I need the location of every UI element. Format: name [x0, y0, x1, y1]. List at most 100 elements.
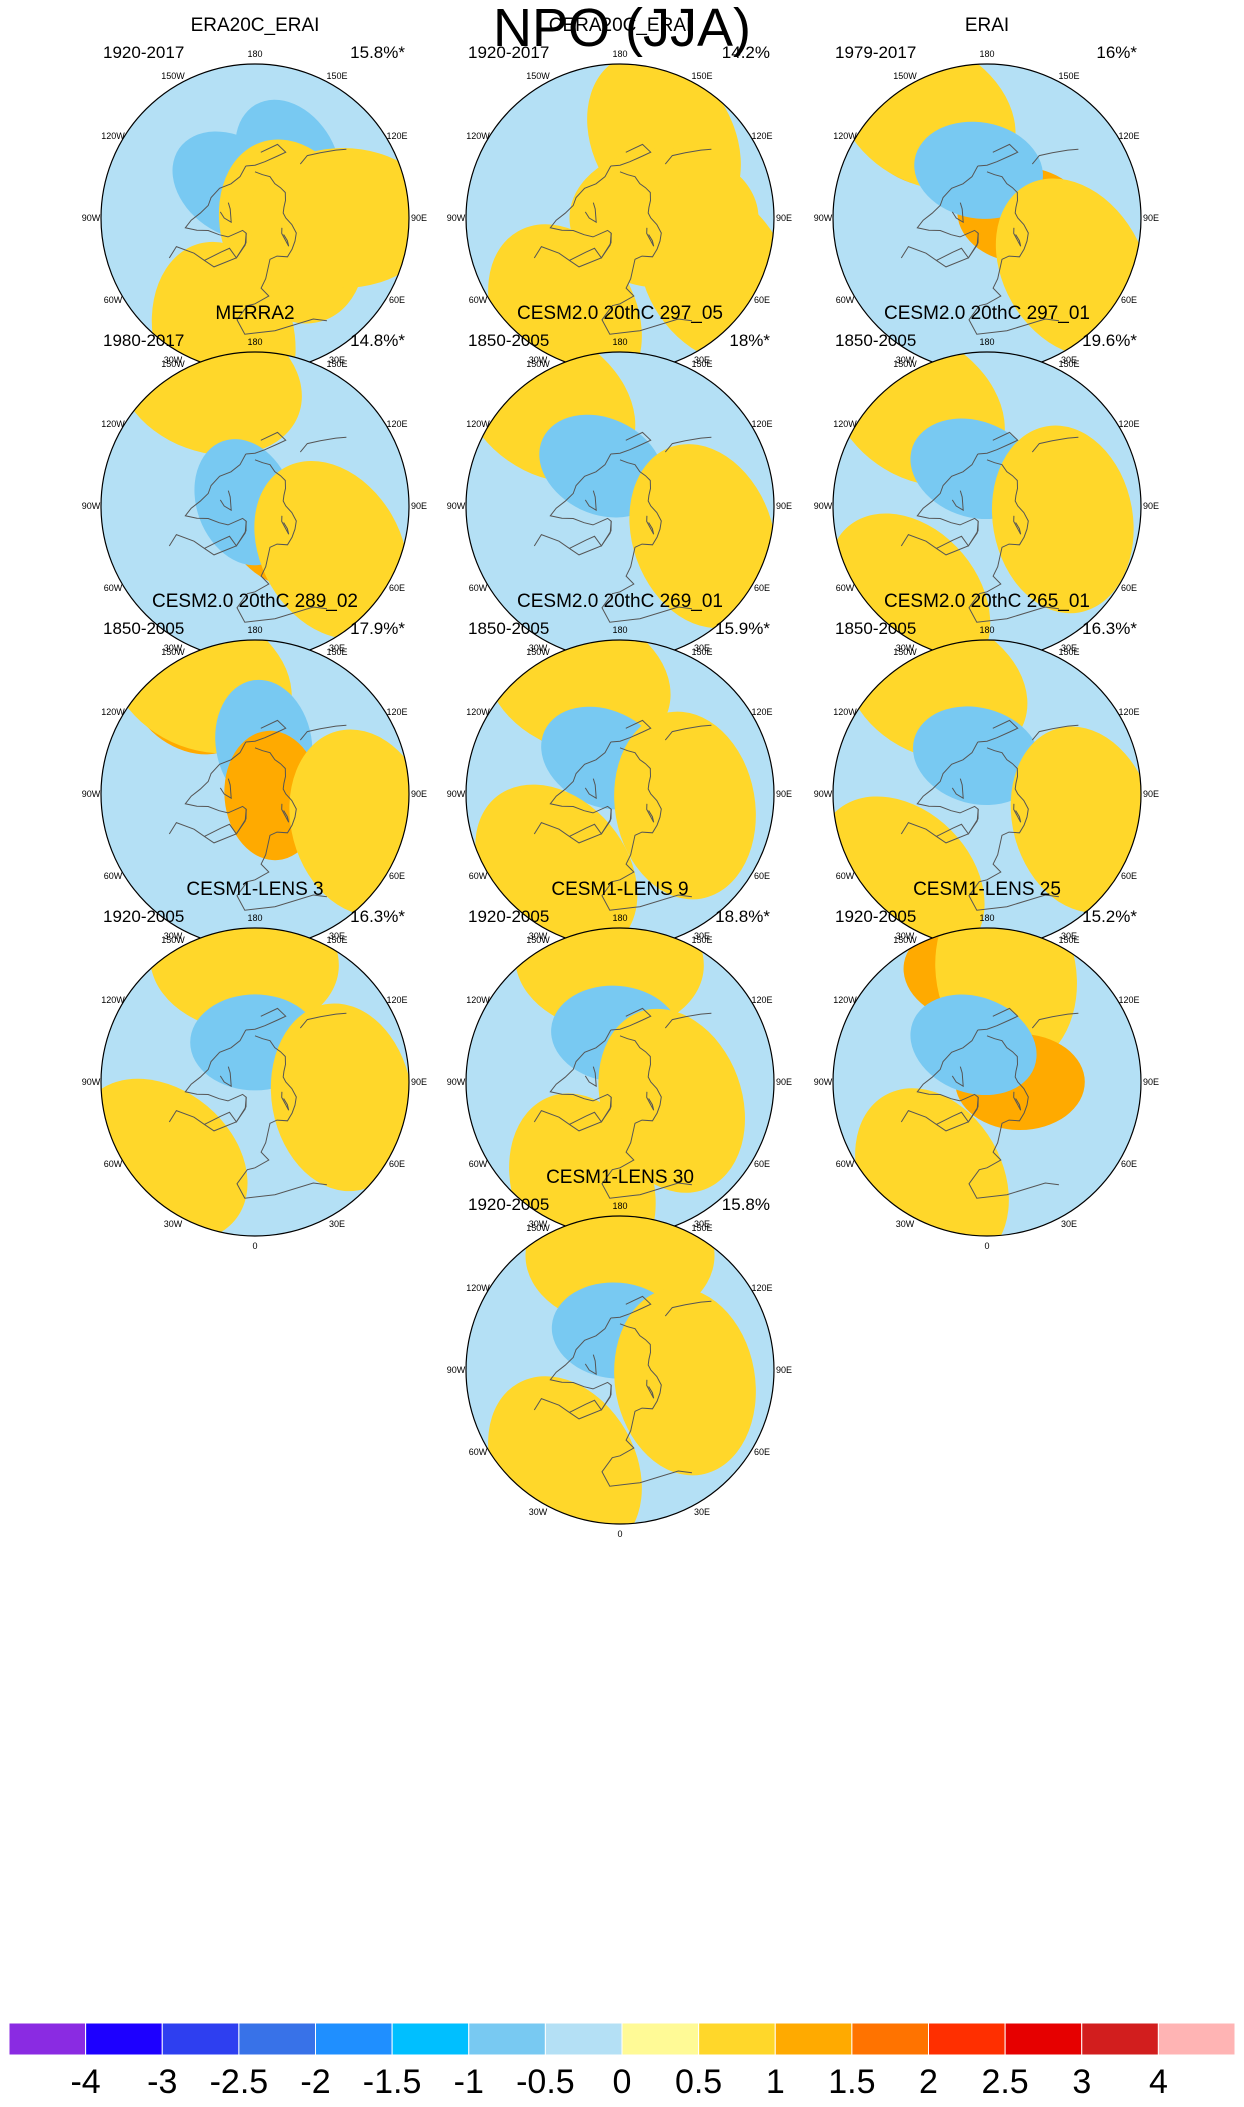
longitude-label: 60W	[469, 1447, 488, 1457]
longitude-label: 60E	[754, 1159, 770, 1169]
colorbar-label: 3	[1072, 2063, 1091, 2101]
longitude-label: 150E	[326, 359, 347, 369]
coastline	[601, 747, 692, 911]
longitude-label: 150W	[893, 71, 917, 81]
coastline	[601, 459, 692, 623]
longitude-label: 90W	[447, 789, 466, 799]
longitude-label: 150E	[1058, 359, 1079, 369]
longitude-label: 30W	[529, 643, 548, 653]
coastline	[664, 1012, 712, 1029]
longitude-label: 30W	[529, 1219, 548, 1229]
coastline	[951, 1066, 964, 1088]
longitude-label: 120E	[386, 995, 407, 1005]
coastline	[951, 202, 964, 224]
coastlines	[900, 143, 1079, 335]
longitude-label: 150W	[526, 71, 550, 81]
panel-title: MERRA2	[215, 303, 294, 324]
coastline	[236, 171, 327, 335]
coastline	[168, 453, 247, 556]
longitude-label: 120W	[833, 131, 857, 141]
panel-period: 1850-2005	[468, 619, 549, 638]
anomaly-region	[614, 711, 756, 900]
longitude-label: 90W	[447, 501, 466, 511]
coastlines	[533, 143, 712, 335]
colorbar-label: 2.5	[981, 2063, 1028, 2101]
longitude-label: 60W	[104, 295, 123, 305]
coastline	[299, 436, 347, 453]
coastlines	[900, 1007, 1079, 1199]
colorbar-label: -3	[147, 2063, 177, 2101]
longitude-label: 30E	[329, 1219, 345, 1229]
panel-variance: 14.2%	[722, 43, 770, 62]
panel-period: 1920-2005	[468, 907, 549, 926]
longitude-label: 30E	[329, 931, 345, 941]
longitude-label: 60E	[389, 1159, 405, 1169]
longitude-label: 60E	[754, 583, 770, 593]
longitude-label: 120W	[466, 419, 490, 429]
map-panels: 180 150E 120E 90E 60E 30E 0 30W 60W 90W 120W 150W ER…	[82, 15, 1159, 1539]
longitude-label: 150W	[526, 1223, 550, 1233]
anomaly-field	[151, 99, 409, 372]
longitude-label: 120E	[386, 419, 407, 429]
longitude-label: 90W	[814, 501, 833, 511]
coastline	[610, 1007, 652, 1031]
longitude-label: 0	[252, 1241, 257, 1251]
longitude-label: 180	[247, 625, 262, 635]
colorbar-label: -2.5	[210, 2063, 269, 2101]
colorbar-swatch	[544, 2022, 623, 2056]
longitude-label: 30W	[896, 355, 915, 365]
coastline	[1031, 724, 1079, 741]
longitude-label: 180	[247, 49, 262, 59]
longitude-label: 90E	[776, 1365, 792, 1375]
coastline	[610, 143, 652, 167]
longitude-label: 150E	[326, 935, 347, 945]
panel-variance: 16.3%*	[350, 907, 405, 926]
longitude-label: 120E	[751, 995, 772, 1005]
longitude-label: 30W	[164, 1219, 183, 1229]
colorbar-label: 2	[919, 2063, 938, 2101]
coastlines	[533, 719, 712, 911]
longitude-label: 60W	[104, 1159, 123, 1169]
colorbar-swatch	[238, 2022, 317, 2056]
panel-period: 1850-2005	[103, 619, 184, 638]
longitude-label: 180	[247, 913, 262, 923]
coastline	[646, 803, 655, 823]
coastline	[299, 724, 347, 741]
coastline	[664, 1300, 712, 1317]
coastlines	[168, 1007, 347, 1199]
longitude-label: 60E	[754, 871, 770, 881]
panel-title: CESM2.0 20thC 297_01	[884, 303, 1090, 324]
coastline	[610, 719, 652, 743]
longitude-label: 30E	[1061, 355, 1077, 365]
anomaly-region	[912, 706, 1041, 806]
coastline	[299, 148, 347, 165]
coastline	[219, 490, 232, 512]
coastline	[204, 1097, 247, 1125]
longitude-label: 0	[617, 1529, 622, 1539]
longitude-label: 60W	[104, 871, 123, 881]
anomaly-field	[110, 640, 409, 916]
longitude-label: 30W	[896, 1219, 915, 1229]
coastline	[236, 459, 327, 623]
coastline	[204, 233, 247, 261]
coastline	[610, 431, 652, 455]
coastline	[219, 778, 232, 800]
map-panel: 180150E120E90E60E30E030W60W90W120W150WCE…	[447, 15, 792, 387]
colorbar-label: 0.5	[675, 2063, 722, 2101]
coastline	[204, 809, 247, 837]
longitude-label: 90W	[814, 789, 833, 799]
coastline	[664, 436, 712, 453]
panel-variance: 15.9%*	[715, 619, 770, 638]
longitude-label: 90W	[82, 501, 101, 511]
coastline	[936, 233, 979, 261]
longitude-label: 150E	[691, 647, 712, 657]
anomaly-field	[101, 928, 409, 1236]
anomaly-region	[248, 148, 409, 288]
longitude-label: 120W	[101, 131, 125, 141]
map-panel: 180150E120E90E60E30E030W60W90W120W150WCE…	[447, 303, 792, 675]
colorbar-swatch	[928, 2022, 1006, 2056]
longitude-label: 150E	[326, 71, 347, 81]
coastlines	[168, 143, 347, 335]
map-panel: 180150E120E90E60E30E030W60W90W120W150WCE…	[814, 879, 1159, 1251]
longitude-label: 60E	[389, 295, 405, 305]
